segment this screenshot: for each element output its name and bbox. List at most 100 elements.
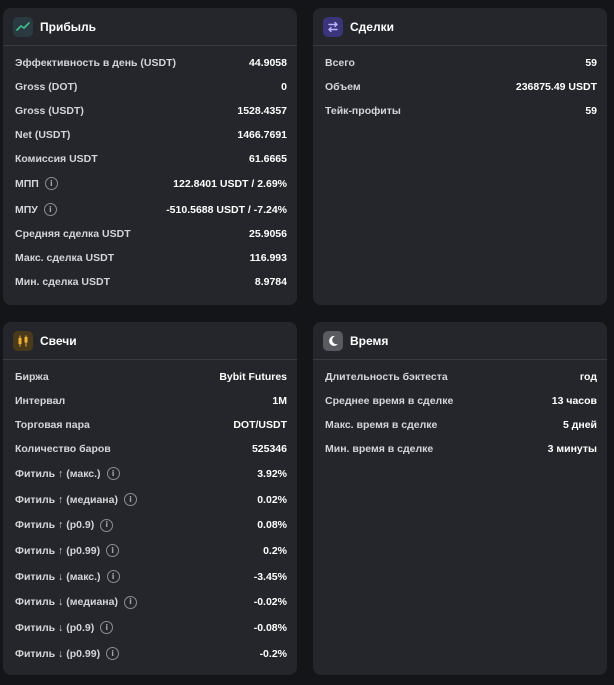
profit-row-label: Комиссия USDT: [15, 153, 98, 165]
candles-row-label: Фитиль ↑ (медиана) i: [15, 493, 137, 507]
trades-row: Тейк-профиты 59: [313, 99, 607, 123]
profit-row-value: 44.9058: [249, 57, 287, 69]
trades-row-label-text: Объем: [325, 81, 361, 93]
time-card-title: Время: [350, 333, 389, 348]
trades-row-label: Объем: [325, 81, 361, 93]
time-row-label-text: Мин. время в сделке: [325, 443, 434, 455]
candles-card-header: Свечи: [3, 322, 297, 360]
info-icon[interactable]: i: [123, 493, 137, 507]
time-row: Мин. время в сделке 3 минуты: [313, 437, 607, 461]
info-icon[interactable]: i: [44, 177, 58, 191]
profit-row-label: Net (USDT): [15, 129, 70, 141]
time-row: Длительность бэктеста год: [313, 365, 607, 389]
candles-row-label: Фитиль ↓ (p0.99) i: [15, 647, 120, 661]
trades-row-label-text: Всего: [325, 57, 355, 69]
candles-row-label-text: Фитиль ↓ (макс.): [15, 570, 101, 583]
candles-card: Свечи Биржа Bybit Futures Интервал 1M Торгов…: [3, 322, 297, 675]
profit-row-label: Мин. сделка USDT: [15, 276, 110, 288]
candles-row: Фитиль ↓ (p0.9) i -0.08%: [3, 615, 297, 641]
profit-card: Прибыль Эффективность в день (USDT) 44.90…: [3, 8, 297, 305]
profit-row-label-text: МПУ: [15, 203, 38, 216]
candles-row-value: DOT/USDT: [233, 419, 287, 431]
candles-row: Фитиль ↓ (макс.) i -3.45%: [3, 564, 297, 590]
candles-row: Фитиль ↑ (p0.9) i 0.08%: [3, 512, 297, 538]
candles-row: Фитиль ↓ (p0.99) i -0.2%: [3, 641, 297, 667]
candles-row-label-text: Фитиль ↓ (медиана): [15, 596, 118, 609]
time-row-label-text: Среднее время в сделке: [325, 395, 454, 407]
profit-row: МПП i 122.8401 USDT / 2.69%: [3, 171, 297, 197]
info-icon[interactable]: i: [106, 570, 120, 584]
profit-row-label-text: Gross (USDT): [15, 105, 84, 117]
profit-row-label: Gross (USDT): [15, 105, 84, 117]
profit-row-label-text: Макс. сделка USDT: [15, 252, 115, 265]
candles-row-value: 0.02%: [257, 493, 287, 506]
time-card-header: Время: [313, 322, 607, 360]
profit-row-label: Макс. сделка USDT: [15, 252, 114, 264]
trades-row-value: 236875.49 USDT: [515, 81, 597, 93]
candles-row-label: Биржа: [15, 371, 49, 383]
candles-row-label: Фитиль ↑ (p0.99) i: [15, 544, 120, 558]
candles-row: Интервал 1M: [3, 389, 297, 413]
candles-row-label-text: Интервал: [15, 395, 66, 407]
profit-row-value: 122.8401 USDT / 2.69%: [173, 177, 287, 190]
info-icon[interactable]: i: [123, 595, 137, 609]
candles-row-label-text: Фитиль ↑ (макс.): [15, 467, 101, 480]
profit-rows: Эффективность в день (USDT) 44.9058 Gross …: [3, 46, 297, 294]
profit-row: Gross (DOT) 0: [3, 75, 297, 99]
time-row-value: 13 часов: [551, 395, 597, 407]
time-row-value: 3 минуты: [547, 443, 597, 455]
candles-row-label-text: Фитиль ↑ (p0.9): [15, 519, 95, 532]
time-row-label: Длительность бэктеста: [325, 371, 448, 383]
profit-row: Комиссия USDT 61.6665: [3, 147, 297, 171]
time-row-value: 5 дней: [562, 419, 597, 431]
candles-row: Биржа Bybit Futures: [3, 365, 297, 389]
candles-row-value: -0.2%: [259, 647, 287, 660]
profit-row-label: МПП i: [15, 177, 58, 191]
profit-row: Эффективность в день (USDT) 44.9058: [3, 51, 297, 75]
profit-row: МПУ i -510.5688 USDT / -7.24%: [3, 197, 297, 223]
swap-arrows-icon: [323, 16, 343, 37]
info-icon[interactable]: i: [43, 203, 57, 217]
moon-icon: [323, 330, 343, 351]
profit-row-value: -510.5688 USDT / -7.24%: [166, 203, 287, 216]
profit-row-label-text: Комиссия USDT: [15, 153, 98, 165]
profit-row-label-text: Мин. сделка USDT: [15, 276, 110, 289]
candles-row-label: Количество баров: [15, 443, 111, 455]
candles-row-label: Торговая пара: [15, 419, 90, 431]
profit-row: Мин. сделка USDT 8.9784: [3, 270, 297, 294]
candles-row-value: 1M: [272, 395, 287, 407]
info-icon[interactable]: i: [106, 467, 120, 481]
candles-row-value: -3.45%: [253, 570, 287, 583]
trades-row: Всего 59: [313, 51, 607, 75]
profit-row-value: 116.993: [249, 252, 287, 265]
time-row-label: Среднее время в сделке: [325, 395, 453, 407]
trades-card-title: Сделки: [350, 19, 394, 34]
info-icon[interactable]: i: [106, 544, 120, 558]
info-icon[interactable]: i: [100, 621, 114, 635]
profit-row: Макс. сделка USDT 116.993: [3, 246, 297, 270]
profit-row-value: 8.9784: [254, 276, 287, 289]
trades-card: Сделки Всего 59 Объем 236875.49 USDT Тейк-пр…: [313, 8, 607, 305]
profit-row-label-text: Эффективность в день (USDT): [15, 57, 176, 69]
candles-row-value: -0.02%: [253, 596, 287, 609]
time-row-value: год: [579, 371, 597, 383]
trades-row-label: Тейк-профиты: [325, 105, 401, 117]
candles-row-label-text: Биржа: [15, 371, 49, 383]
candles-row-label-text: Торговая пара: [15, 419, 90, 431]
candles-row: Фитиль ↑ (медиана) i 0.02%: [3, 487, 297, 513]
candles-row-label: Фитиль ↓ (p0.9) i: [15, 621, 114, 635]
candles-row: Количество баров 525346: [3, 437, 297, 461]
time-card: Время Длительность бэктеста год Среднее вр…: [313, 322, 607, 675]
candlestick-icon: [13, 330, 33, 351]
profit-row-value: 25.9056: [249, 228, 287, 241]
trades-rows: Всего 59 Объем 236875.49 USDT Тейк-профиты 59: [313, 46, 607, 123]
time-rows: Длительность бэктеста год Среднее время в …: [313, 360, 607, 461]
info-icon[interactable]: i: [106, 647, 120, 661]
info-icon[interactable]: i: [100, 518, 114, 532]
trend-line-icon: [13, 16, 33, 37]
profit-row-label-text: Gross (DOT): [15, 81, 78, 93]
time-row-label: Мин. время в сделке: [325, 443, 433, 455]
profit-card-header: Прибыль: [3, 8, 297, 46]
profit-row-label-text: МПП: [15, 177, 39, 190]
time-row: Среднее время в сделке 13 часов: [313, 389, 607, 413]
